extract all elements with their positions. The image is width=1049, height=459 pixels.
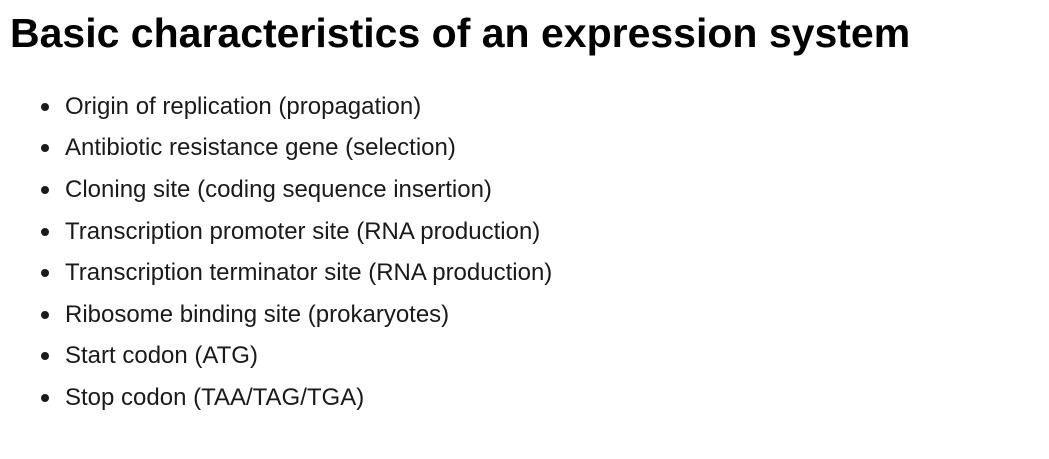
bullet-icon: [41, 352, 49, 361]
bullet-icon: [41, 102, 49, 111]
list-item-text: Transcription terminator site (RNA produ…: [65, 259, 553, 287]
bullet-icon: [41, 393, 49, 402]
list-item-text: Start codon (ATG): [65, 342, 258, 370]
list-item-text: Origin of replication (propagation): [65, 92, 422, 120]
bullet-icon: [41, 185, 49, 194]
list-item-text: Antibiotic resistance gene (selection): [65, 134, 456, 162]
page-title: Basic characteristics of an expression s…: [10, 10, 911, 56]
list-item-text: Ribosome binding site (prokaryotes): [65, 300, 450, 328]
bullet-icon: [41, 144, 49, 153]
list-item-text: Transcription promoter site (RNA product…: [65, 217, 541, 245]
bullet-icon: [41, 227, 49, 236]
bullet-icon: [41, 269, 49, 278]
list-item-text: Stop codon (TAA/TAG/TGA): [65, 383, 365, 411]
list-item-text: Cloning site (coding sequence insertion): [65, 175, 492, 203]
bullet-icon: [41, 310, 49, 319]
